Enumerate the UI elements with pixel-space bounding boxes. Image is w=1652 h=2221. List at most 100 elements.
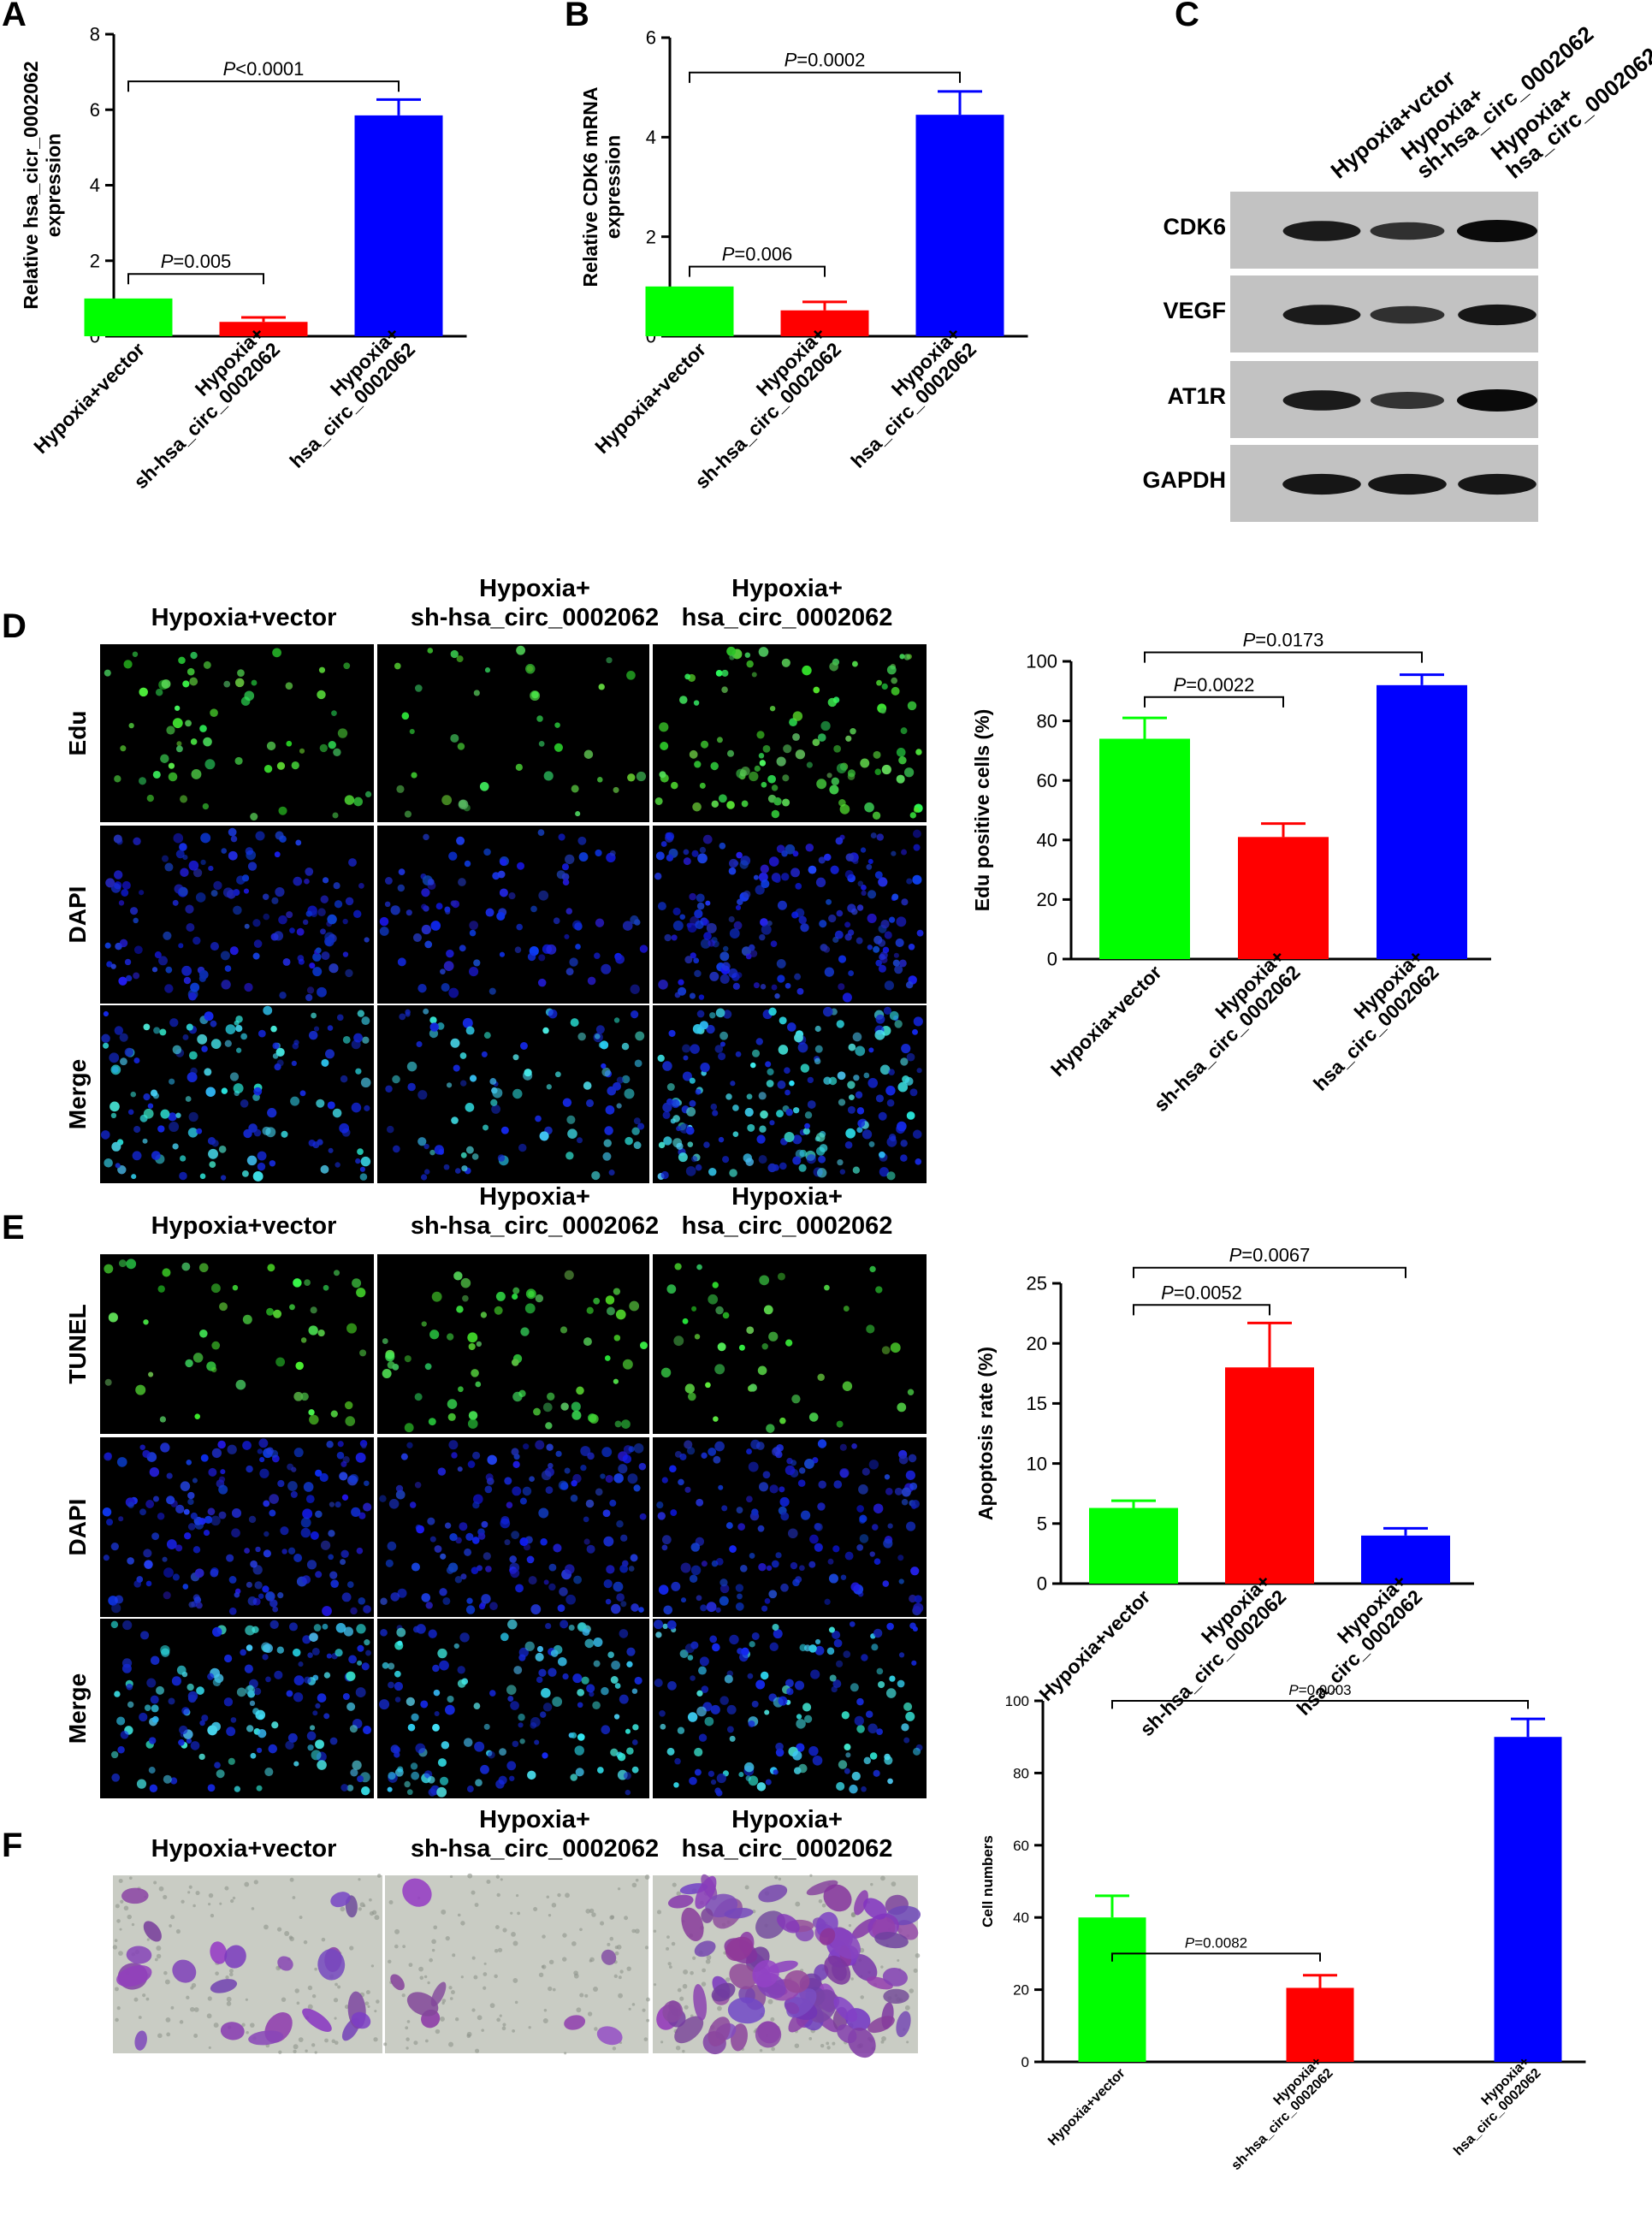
cell-nucleus xyxy=(105,878,115,888)
cell-nucleus xyxy=(585,1499,595,1508)
cell-nucleus xyxy=(212,1678,222,1686)
micrograph-tile xyxy=(653,644,927,822)
cell-nucleus xyxy=(392,1075,400,1084)
cell-nucleus xyxy=(750,1062,756,1069)
cell-nucleus xyxy=(829,661,838,672)
membrane-pore xyxy=(690,1970,694,1975)
cell-nucleus xyxy=(110,1101,120,1112)
cell-nucleus xyxy=(188,992,197,1001)
significance-bracket-e xyxy=(1133,1304,1270,1316)
cell-nucleus xyxy=(350,1768,358,1777)
cell-nucleus xyxy=(340,1559,346,1566)
cell-nucleus xyxy=(721,1505,728,1512)
cell-nucleus xyxy=(682,1044,691,1053)
membrane-pore xyxy=(613,1974,618,1979)
cell-nucleus xyxy=(118,976,127,986)
cell-nucleus xyxy=(210,1039,222,1049)
cell-nucleus xyxy=(428,1418,436,1426)
blot-band xyxy=(1458,304,1537,326)
cell-nucleus xyxy=(712,1282,719,1288)
cell-nucleus xyxy=(243,888,250,894)
cell-nucleus xyxy=(460,1573,467,1580)
cell-nucleus xyxy=(679,1649,689,1658)
membrane-pore xyxy=(501,2026,506,2031)
cell-nucleus xyxy=(104,669,111,677)
cell-nucleus xyxy=(322,1623,329,1630)
cell-nucleus xyxy=(548,1667,557,1677)
membrane-pore xyxy=(897,1958,900,1962)
cell-nucleus xyxy=(295,839,302,846)
cell-nucleus xyxy=(406,1789,413,1796)
membrane-pore xyxy=(500,1878,503,1881)
cell-nucleus xyxy=(516,923,524,931)
cell-nucleus xyxy=(258,1593,264,1599)
cell-nucleus xyxy=(169,1078,175,1085)
cell-nucleus xyxy=(905,980,914,989)
cell-nucleus xyxy=(303,1482,314,1492)
column-header-vector: Hypoxia+vector xyxy=(151,604,337,631)
cell-nucleus xyxy=(554,743,563,752)
cell-nucleus xyxy=(293,876,303,886)
cell-nucleus xyxy=(114,1691,121,1697)
cell-nucleus xyxy=(873,1503,884,1513)
cell-nucleus xyxy=(869,1551,875,1557)
cell-nucleus xyxy=(460,1080,467,1087)
cell-nucleus xyxy=(750,1439,761,1450)
category-label-line: sh-hsa_circ_0002062 xyxy=(129,338,284,493)
p-symbol: P xyxy=(1174,674,1187,696)
cell-nucleus xyxy=(628,1446,635,1453)
cell-nucleus xyxy=(533,1407,541,1416)
cell-nucleus xyxy=(104,1158,113,1168)
row-label-text: TUNEL xyxy=(64,1304,91,1383)
y-tick-label-e: 15 xyxy=(1027,1393,1047,1414)
cell-nucleus xyxy=(885,1086,896,1096)
membrane-pore xyxy=(494,1948,499,1953)
membrane-pore xyxy=(358,1878,361,1881)
cell-nucleus xyxy=(397,1766,404,1773)
cell-nucleus xyxy=(262,1585,269,1593)
cell-nucleus xyxy=(157,1512,165,1520)
cell-nucleus xyxy=(485,908,494,917)
cell-nucleus xyxy=(564,1564,575,1574)
cell-nucleus xyxy=(605,1474,613,1484)
cell-nucleus xyxy=(200,832,211,844)
cell-nucleus xyxy=(132,1151,142,1161)
cell-nucleus xyxy=(179,1725,188,1735)
cell-nucleus xyxy=(208,1467,217,1477)
cell-nucleus xyxy=(266,1307,275,1316)
cell-nucleus xyxy=(117,1165,127,1175)
cell-nucleus xyxy=(758,753,765,759)
cell-nucleus xyxy=(270,1025,277,1033)
cell-nucleus xyxy=(185,720,192,727)
cell-nucleus xyxy=(300,1527,311,1538)
cell-nucleus xyxy=(461,1165,468,1172)
cell-nucleus xyxy=(620,1534,628,1542)
cell-nucleus xyxy=(594,1034,601,1039)
cell-nucleus xyxy=(618,1464,628,1474)
membrane-pore xyxy=(682,2049,685,2053)
cell-nucleus xyxy=(221,848,228,854)
cell-nucleus xyxy=(121,880,131,890)
cell-nucleus xyxy=(253,1687,262,1696)
cell-nucleus xyxy=(190,1741,200,1750)
cell-nucleus xyxy=(698,994,705,1000)
cell-nucleus xyxy=(476,1341,483,1347)
cell-nucleus xyxy=(850,1582,861,1592)
cell-nucleus xyxy=(492,872,500,880)
cell-nucleus xyxy=(342,1692,350,1700)
column-header-sh-line2: sh-hsa_circ_0002062 xyxy=(411,604,659,631)
cell-nucleus xyxy=(699,782,706,789)
cell-nucleus xyxy=(194,1568,204,1578)
cell-nucleus xyxy=(175,850,185,859)
membrane-pore xyxy=(207,1996,212,2001)
cell-nucleus xyxy=(784,1067,790,1074)
cell-nucleus xyxy=(263,765,273,773)
cell-nucleus xyxy=(709,1635,718,1644)
cell-nucleus xyxy=(360,1786,370,1796)
membrane-pore xyxy=(548,1959,554,1965)
cell-nucleus xyxy=(844,921,851,928)
stained-cell xyxy=(806,1880,838,1896)
cell-nucleus xyxy=(199,1173,206,1180)
membrane-pore xyxy=(230,1898,234,1904)
cell-nucleus xyxy=(694,909,703,919)
